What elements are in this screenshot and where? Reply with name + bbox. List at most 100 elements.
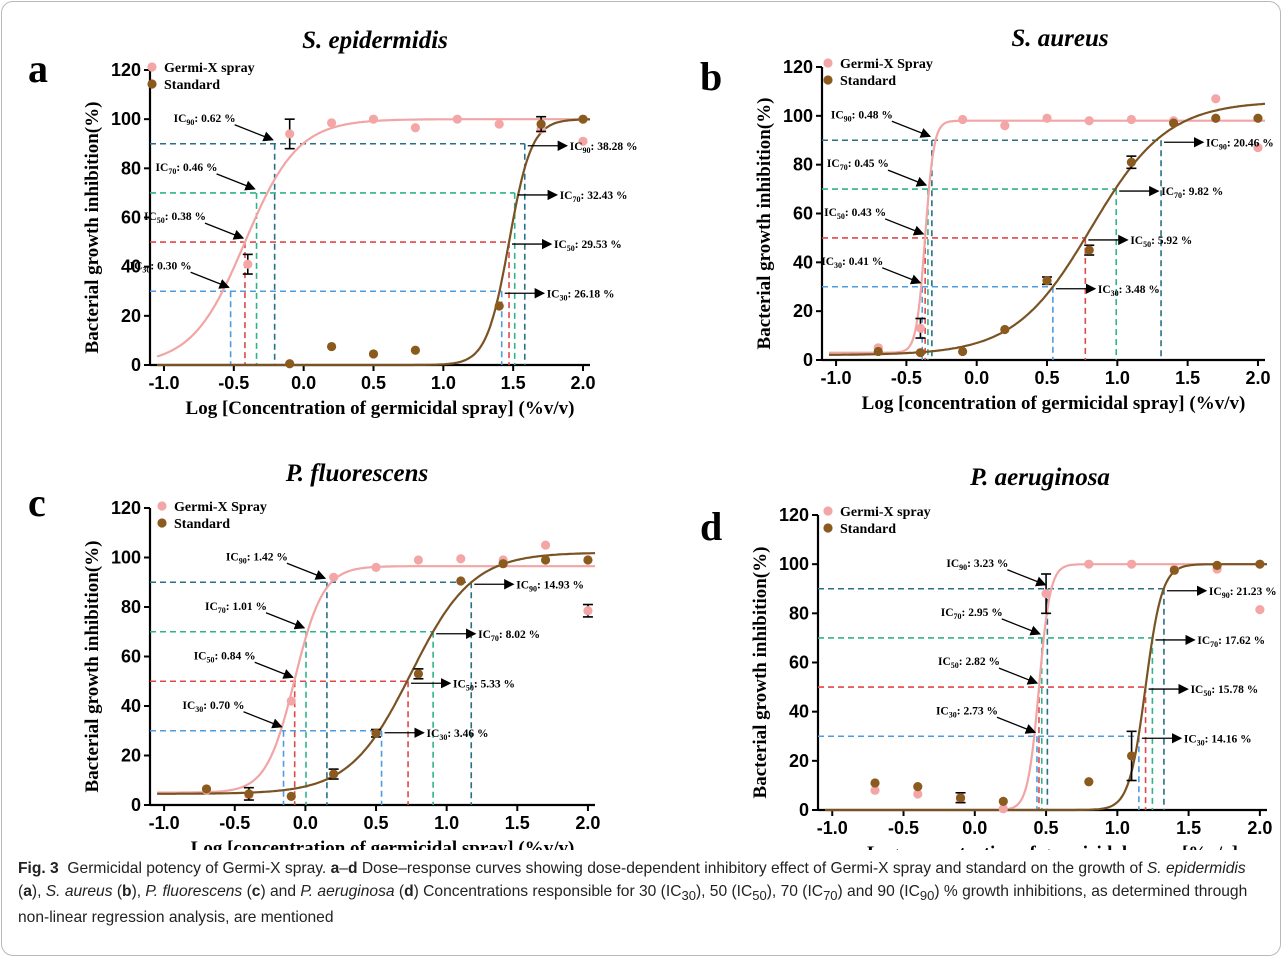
- x-tick-label: 1.5: [1175, 368, 1200, 388]
- ic90-right-label: IC90: 21.23 %: [1209, 586, 1277, 600]
- data-point-germi-x: [958, 114, 968, 125]
- ic70-left-arrow: [216, 173, 256, 191]
- y-tick-label: 80: [121, 158, 141, 178]
- data-point-germi-x: [456, 554, 466, 564]
- y-tick-label: 120: [111, 498, 141, 518]
- data-point-standard: [955, 793, 966, 803]
- x-tick-label: 1.5: [1176, 818, 1201, 838]
- data-point-standard: [870, 778, 880, 788]
- y-tick-label: 60: [793, 204, 813, 224]
- legend-label: Standard: [164, 78, 220, 93]
- data-point-germi-x: [286, 696, 296, 706]
- fit-curve-standard: [157, 118, 591, 367]
- ic50-left-arrow: [884, 218, 925, 236]
- data-point-germi-x: [452, 114, 462, 124]
- ic30-left-label: IC30: 2.73 %: [936, 705, 998, 719]
- data-point-germi-x: [870, 785, 880, 795]
- ic50-right-label: IC50: 5.33 %: [453, 678, 515, 692]
- caption-text6: ) % growth inhibitions, as determined th…: [18, 882, 1248, 927]
- caption-fig-label: Fig. 3: [18, 860, 59, 877]
- y-tick-label: 100: [111, 548, 141, 568]
- y-tick-label: 40: [121, 257, 141, 277]
- caption-let-d: d: [404, 882, 414, 900]
- x-tick-label: -0.5: [888, 818, 919, 838]
- caption-title: Germicidal potency of Germi-X spray.: [67, 860, 327, 877]
- data-point-standard: [998, 796, 1008, 806]
- data-point-standard: [958, 346, 968, 357]
- panel-letter: d: [700, 504, 722, 549]
- data-point-germi-x: [915, 323, 926, 333]
- y-tick-label: 60: [121, 647, 141, 667]
- ic70-left-arrow: [887, 169, 928, 187]
- legend-label: Germi-X Spray: [840, 57, 933, 72]
- chart-panel-b: S. aureus b 0 20 40 60 80 100 120 -1.0 -0.5 0.0 0.5 1…: [700, 25, 1274, 414]
- x-tick-label: 0.0: [962, 818, 987, 838]
- ic30-right-label: IC30: 14.16 %: [1184, 733, 1252, 747]
- ic90-right-label: IC90: 38.28 %: [570, 141, 638, 155]
- ic30-left-arrow: [996, 716, 1037, 734]
- data-point-standard: [371, 728, 381, 738]
- ic50-left-label: IC50: 0.84 %: [194, 650, 256, 664]
- chart-title: S. epidermidis: [302, 27, 448, 54]
- data-point-germi-x: [1084, 559, 1094, 569]
- caption-org-c: P. fluorescens: [145, 882, 243, 900]
- data-point-standard: [1169, 565, 1179, 575]
- data-point-standard: [915, 348, 926, 358]
- chart-title: P. aeruginosa: [969, 464, 1110, 491]
- data-point-germi-x: [540, 540, 551, 550]
- ic70-right-label: IC70: 8.02 %: [478, 629, 540, 643]
- data-point-standard: [410, 345, 420, 355]
- caption-ref-a: a: [330, 860, 340, 877]
- y-tick-label: 0: [131, 355, 141, 375]
- data-point-germi-x: [410, 123, 420, 133]
- fit-curve-standard: [825, 563, 1267, 812]
- legend-marker: [823, 58, 833, 68]
- y-tick-label: 40: [793, 252, 813, 272]
- data-point-germi-x: [371, 562, 381, 573]
- panel-letter: a: [28, 46, 48, 91]
- y-axis-label: Bacterial growth inhibition(%): [82, 541, 103, 793]
- x-tick-label: -1.0: [148, 373, 179, 393]
- y-tick-label: 60: [121, 208, 141, 228]
- ic50-left-arrow: [254, 661, 294, 679]
- x-axis-label: Log [concentration of germicidal spray] …: [862, 393, 1246, 414]
- x-tick-label: -0.5: [891, 368, 922, 388]
- ic50-left-label: IC50: 2.82 %: [938, 656, 1000, 670]
- chart-title: S. aureus: [1011, 25, 1108, 52]
- x-tick-label: 0.5: [361, 373, 386, 393]
- ic90-left-label: IC90: 3.23 %: [946, 558, 1008, 572]
- fit-curve-germi-x: [157, 565, 595, 794]
- legend-marker: [147, 62, 157, 72]
- ic30-left-arrow: [190, 271, 230, 289]
- ic30-right-label: IC30: 26.18 %: [547, 288, 615, 302]
- data-point-germi-x: [913, 789, 923, 799]
- legend-label: Standard: [840, 74, 896, 89]
- data-point-standard: [1000, 324, 1010, 335]
- data-point-germi-x: [329, 572, 339, 582]
- caption-text2: Concentrations responsible for 30 (IC: [423, 882, 682, 900]
- data-point-standard: [201, 784, 212, 794]
- ic90-right-label: IC90: 14.93 %: [516, 579, 584, 593]
- caption-text1: Dose–response curves showing dose-depend…: [361, 860, 1143, 877]
- caption-org-a: S. epidermidis: [1146, 860, 1246, 877]
- y-tick-label: 80: [793, 155, 813, 175]
- data-point-germi-x: [413, 555, 424, 565]
- y-axis-label: Bacterial growth inhibition(%): [754, 98, 775, 350]
- caption-and: and: [269, 882, 297, 900]
- ic90-left-arrow: [234, 124, 274, 142]
- x-tick-label: 2.0: [571, 373, 596, 393]
- legend-marker: [157, 501, 167, 511]
- data-point-standard: [1126, 751, 1137, 761]
- x-tick-label: -1.0: [149, 813, 180, 833]
- x-tick-label: 0.0: [964, 368, 989, 388]
- x-tick-label: -1.0: [817, 818, 848, 838]
- ic30-right-label: IC30: 3.48 %: [1098, 284, 1160, 298]
- y-tick-label: 100: [779, 554, 809, 574]
- legend-marker: [823, 75, 833, 85]
- data-point-standard: [1042, 276, 1052, 286]
- ic30-left-label: IC30: 0.30 %: [130, 260, 192, 274]
- caption-dash: –: [339, 860, 348, 877]
- data-point-standard: [536, 119, 546, 129]
- ic70-left-label: IC70: 0.45 %: [827, 158, 889, 172]
